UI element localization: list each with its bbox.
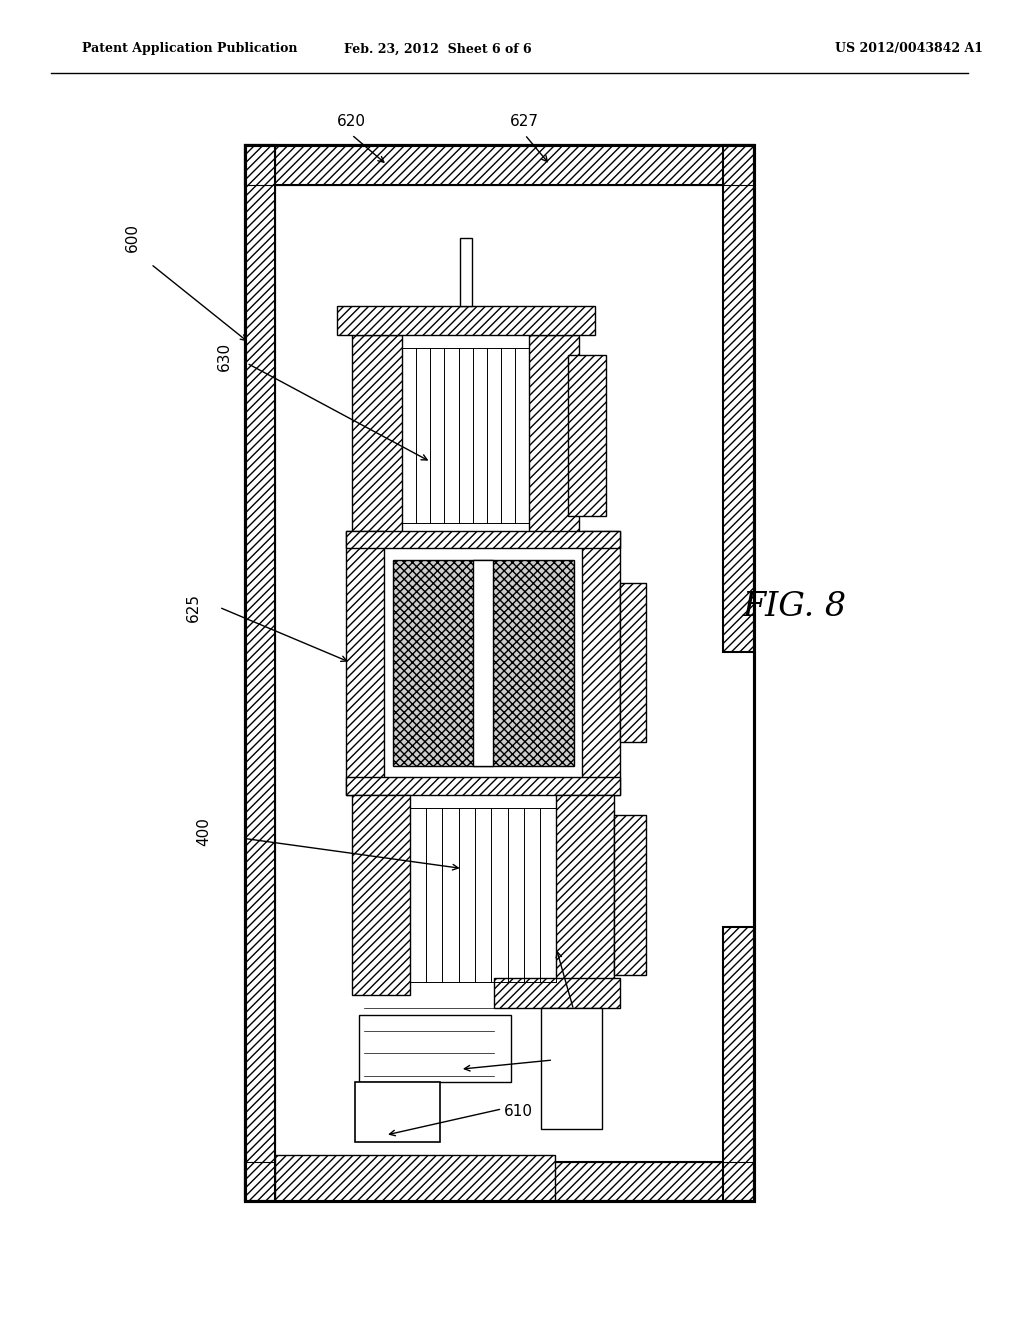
Text: 620: 620 (337, 114, 366, 129)
Bar (529, 335, 580, 536)
Bar (245, 145, 275, 1201)
Bar (541, 1008, 602, 1129)
Bar (556, 795, 614, 995)
Bar (275, 1155, 555, 1201)
Bar (582, 531, 621, 795)
Text: 630: 630 (217, 342, 231, 371)
Bar (346, 531, 384, 795)
Text: 615: 615 (575, 1002, 604, 1018)
Bar (346, 777, 621, 795)
Bar (392, 560, 573, 766)
Bar (346, 531, 621, 548)
Text: Feb. 23, 2012  Sheet 6 of 6: Feb. 23, 2012 Sheet 6 of 6 (344, 42, 531, 55)
Text: Patent Application Publication: Patent Application Publication (82, 42, 297, 55)
Bar (568, 355, 606, 516)
Bar (460, 238, 472, 306)
Bar (245, 145, 754, 1201)
Bar (495, 978, 621, 1008)
Text: 625: 625 (186, 593, 201, 622)
Text: 600: 600 (125, 223, 140, 252)
Text: 610: 610 (505, 1104, 534, 1119)
Bar (473, 560, 494, 766)
Text: US 2012/0043842 A1: US 2012/0043842 A1 (836, 42, 983, 55)
Bar (352, 795, 410, 995)
Bar (723, 927, 754, 1201)
Bar (621, 583, 646, 742)
Bar (355, 1082, 440, 1142)
Bar (723, 145, 754, 652)
Text: FIG. 8: FIG. 8 (742, 591, 847, 623)
Bar (359, 1015, 511, 1082)
Bar (614, 814, 646, 975)
Text: 617: 617 (555, 1055, 585, 1071)
Bar (245, 145, 754, 185)
Bar (337, 306, 595, 335)
Text: 627: 627 (510, 114, 540, 129)
Bar (245, 1162, 754, 1201)
Text: 400: 400 (197, 817, 211, 846)
Bar (352, 335, 402, 536)
